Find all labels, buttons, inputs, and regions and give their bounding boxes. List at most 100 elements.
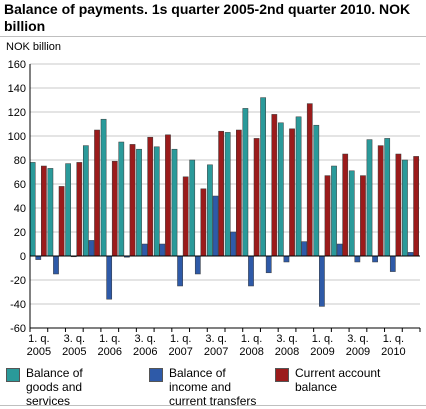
- y-axis-label: NOK billion: [6, 41, 61, 53]
- bar-current: [218, 130, 224, 257]
- bar-goods: [65, 163, 71, 257]
- bar-current: [271, 114, 278, 257]
- bar-income: [283, 255, 290, 263]
- bar-current: [147, 136, 154, 257]
- y-tick-labels: -60 -40 -20 0 20 40 60 80 100 120 140 160: [8, 59, 26, 335]
- x-tick-label-quarter: 1. q.: [99, 333, 120, 345]
- bar-income: [230, 231, 237, 257]
- bar-income: [354, 255, 361, 263]
- bar-current: [413, 156, 419, 257]
- bar-current: [200, 188, 207, 257]
- x-tick-label-year: 2009: [346, 346, 370, 358]
- x-tick-label-quarter: 3. q.: [135, 333, 156, 345]
- bar-income: [106, 255, 113, 300]
- bar-income: [159, 243, 166, 257]
- bar-goods: [331, 165, 337, 257]
- legend: Balance of goods and services Balance of…: [0, 360, 426, 409]
- y-tick-label: 160: [8, 59, 26, 71]
- axes: [29, 64, 421, 332]
- x-tick-label-quarter: 1. q.: [170, 333, 191, 345]
- bar-goods: [384, 138, 391, 257]
- bar-current: [94, 129, 100, 257]
- legend-swatch-income: [149, 368, 163, 382]
- bar-goods: [277, 122, 284, 257]
- bar-current: [76, 162, 83, 257]
- title-divider: [0, 36, 426, 37]
- y-tick-label: 120: [8, 107, 26, 119]
- bar-goods: [29, 162, 36, 257]
- x-tick-label-year: 2005: [62, 346, 86, 358]
- bar-income: [212, 195, 219, 257]
- y-tick-label: 0: [20, 251, 26, 263]
- bar-goods: [82, 145, 89, 257]
- bar-current: [324, 175, 331, 257]
- x-tick-label-quarter: 1. q.: [383, 333, 404, 345]
- bar-goods: [47, 168, 54, 257]
- bar-income: [177, 255, 183, 287]
- bar-goods: [100, 118, 107, 257]
- bar-current: [253, 138, 260, 257]
- x-tick-label-year: 2008: [275, 346, 299, 358]
- y-tick-label: 60: [14, 179, 26, 191]
- bar-goods: [136, 148, 142, 257]
- x-tick-label-quarter: 3. q.: [276, 333, 297, 345]
- x-tick-label-year: 2008: [239, 346, 263, 358]
- bar-goods: [366, 139, 373, 257]
- bar-current: [342, 153, 349, 257]
- bar-income: [194, 255, 201, 275]
- legend-label-current: Current account balance: [295, 366, 381, 394]
- bar-goods: [153, 146, 160, 257]
- bars: [29, 97, 419, 307]
- bar-goods: [224, 132, 231, 257]
- bar-income: [141, 243, 148, 257]
- x-tick-label-quarter: 1. q.: [28, 333, 49, 345]
- legend-swatch-goods: [6, 368, 20, 382]
- bar-current: [360, 175, 366, 257]
- bar-income: [265, 255, 272, 274]
- bar-current: [58, 186, 65, 257]
- bar-current: [182, 176, 189, 257]
- legend-swatch-current: [275, 368, 289, 382]
- x-tick-label-quarter: 1. q.: [312, 333, 333, 345]
- x-tick-label-quarter: 3. q.: [347, 333, 368, 345]
- y-tick-label: -40: [10, 299, 26, 311]
- bar-income: [336, 243, 343, 257]
- bar-goods: [348, 170, 355, 257]
- bar-current: [289, 128, 295, 257]
- x-tick-label-year: 2007: [168, 346, 192, 358]
- x-tick-label-quarter: 3. q.: [205, 333, 226, 345]
- x-tick-label-year: 2010: [381, 346, 405, 358]
- y-tick-label: 100: [8, 131, 26, 143]
- bar-current: [395, 153, 402, 257]
- bar-goods: [118, 141, 125, 257]
- bar-goods: [242, 108, 249, 257]
- x-tick-label-year: 2006: [133, 346, 157, 358]
- x-tick-label-year: 2007: [204, 346, 228, 358]
- bottom-divider: [0, 405, 426, 406]
- bar-income: [35, 255, 42, 260]
- bar-current: [377, 145, 384, 257]
- bar-goods: [402, 159, 408, 257]
- y-tick-label: 140: [8, 83, 26, 95]
- bar-goods: [313, 124, 320, 257]
- bar-current: [111, 160, 118, 257]
- bar-current: [129, 144, 136, 257]
- bar-current: [236, 129, 242, 257]
- y-tick-label: -60: [10, 323, 26, 335]
- x-tick-label-year: 2006: [98, 346, 122, 358]
- bar-income: [53, 255, 59, 275]
- bar-goods: [207, 164, 213, 257]
- y-tick-label: 40: [14, 203, 26, 215]
- y-tick-label: 20: [14, 227, 26, 239]
- y-tick-label: -20: [10, 275, 26, 287]
- bar-current: [165, 134, 171, 257]
- bar-income: [372, 255, 378, 263]
- bar-income: [407, 252, 414, 257]
- bar-goods: [171, 148, 178, 257]
- x-tick-label-year: 2009: [310, 346, 334, 358]
- x-tick-label-quarter: 3. q.: [64, 333, 85, 345]
- bar-income: [88, 240, 95, 257]
- bar-current: [306, 103, 313, 257]
